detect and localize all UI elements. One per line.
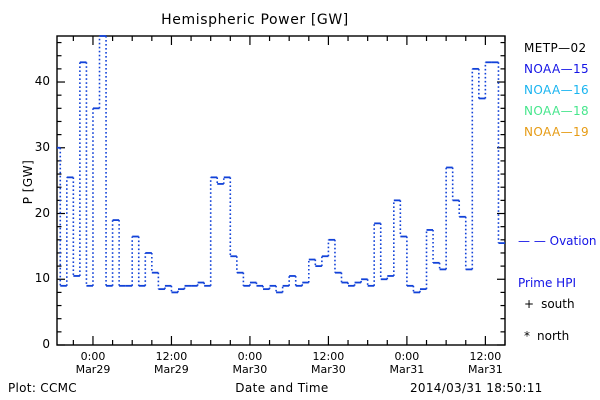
y-tick-label: 40 [34, 74, 50, 89]
plot-credit: Plot: CCMC [8, 381, 77, 395]
x-tick-date: Mar31 [389, 363, 425, 376]
legend-ovation-line1: — — Ovation [518, 234, 597, 248]
x-tick-time: 0:00 [394, 350, 420, 363]
x-tick-label: 0:00 Mar30 [205, 350, 295, 376]
plot-timestamp: 2014/03/31 18:50:11 [410, 381, 543, 395]
x-tick-date: Mar29 [154, 363, 189, 376]
legend-item-noaa-18[interactable]: NOAA—18 [524, 104, 590, 118]
x-tick-label: 12:00 Mar30 [283, 350, 373, 376]
x-tick-time: 0:00 [237, 350, 263, 363]
x-tick-date: Mar29 [75, 363, 111, 376]
y-axis-ticks [57, 41, 505, 346]
x-tick-label: 0:00 Mar31 [362, 350, 452, 376]
y-tick-label: 0 [42, 337, 50, 351]
x-tick-time: 0:00 [80, 350, 106, 363]
legend-marker-south: + south [524, 297, 575, 311]
axis-frame [56, 35, 506, 346]
y-tick-label: 30 [34, 139, 50, 154]
legend-item-noaa-15[interactable]: NOAA—15 [524, 62, 590, 76]
y-tick-label: 10 [34, 271, 50, 286]
x-tick-time: 12:00 [155, 350, 188, 363]
y-tick-label: 20 [34, 205, 50, 220]
legend-marker-label: north [537, 329, 570, 343]
north-marker-icon: * [524, 329, 530, 343]
x-axis-ticks [72, 36, 506, 345]
legend-item-noaa-16[interactable]: NOAA—16 [524, 83, 590, 97]
x-tick-time: 12:00 [312, 350, 345, 363]
x-tick-date: Mar30 [232, 363, 268, 376]
x-tick-label: 0:00 Mar29 [48, 350, 138, 376]
page-title: Hemispheric Power [GW] [161, 12, 349, 28]
legend-item-metp-02[interactable]: METP—02 [524, 41, 587, 55]
legend-ovation-prime-hpi: — — Ovation Prime HPI [518, 206, 597, 318]
x-tick-date: Mar31 [467, 363, 503, 376]
x-tick-time: 12:00 [469, 350, 502, 363]
legend-item-noaa-19[interactable]: NOAA—19 [524, 125, 590, 139]
x-axis-label: Date and Time [235, 381, 329, 395]
hpi-data-trace [57, 35, 505, 294]
x-tick-label: 12:00 Mar29 [126, 350, 216, 376]
x-tick-label: 12:00 Mar31 [440, 350, 530, 376]
legend-marker-north: * north [524, 329, 569, 343]
x-tick-date: Mar30 [311, 363, 346, 376]
south-marker-icon: + [524, 297, 535, 311]
legend-marker-label: south [541, 297, 575, 311]
legend-ovation-line2: Prime HPI [518, 276, 576, 290]
